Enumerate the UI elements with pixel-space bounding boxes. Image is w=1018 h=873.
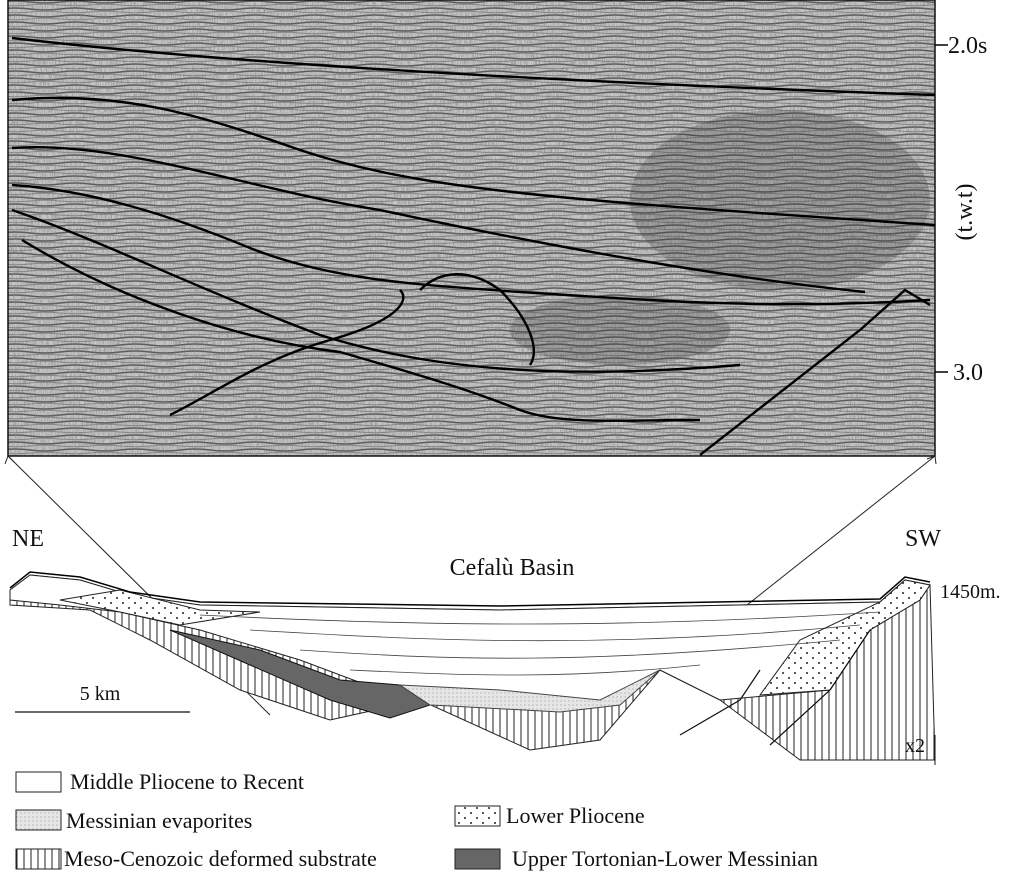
exaggeration-label: x2: [905, 735, 925, 757]
direction-label: SW: [905, 526, 941, 552]
basin-title: Cefalù Basin: [450, 555, 575, 581]
legend-label: Meso-Cenozoic deformed substrate: [64, 846, 377, 871]
figure-canvas: 2.0s 3.0 (t.w.t) NE SW Cefalù Basin 1450…: [0, 0, 1018, 873]
legend-label: Lower Pliocene: [506, 803, 645, 828]
legend-label: Middle Pliocene to Recent: [70, 769, 304, 794]
legend-label: Upper Tortonian-Lower Messinian: [512, 846, 818, 871]
figure: 2.0s 3.0 (t.w.t) NE SW Cefalù Basin 1450…: [0, 0, 1018, 873]
direction-label: NE: [12, 526, 44, 552]
cross-section: NE SW Cefalù Basin 1450m. 5 km x2: [10, 526, 1001, 765]
time-label: 3.0: [953, 360, 983, 386]
axis-label: (t.w.t): [952, 183, 978, 240]
legend: Middle Pliocene to Recent Messinian evap…: [16, 769, 818, 871]
scale-label: 5 km: [80, 683, 121, 705]
legend-label: Messinian evaporites: [66, 808, 252, 833]
seismic-panel: 2.0s 3.0 (t.w.t): [8, 0, 987, 456]
depth-label: 1450m.: [940, 581, 1001, 603]
time-label: 2.0s: [948, 33, 987, 59]
